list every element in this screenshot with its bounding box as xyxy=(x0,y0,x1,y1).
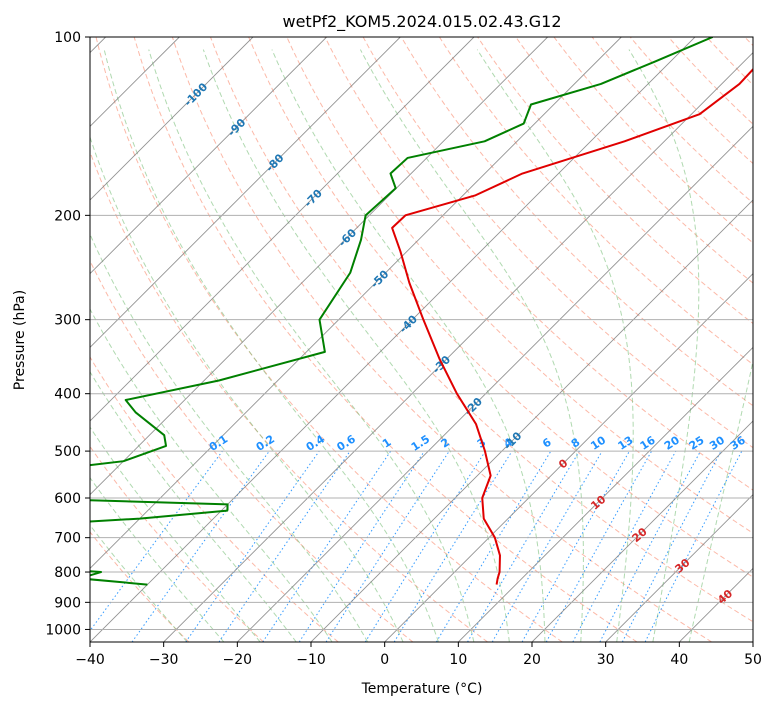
moist-adiabat-line xyxy=(90,233,369,642)
dry-adiabat-line xyxy=(90,259,414,642)
mixing-ratio-line xyxy=(467,450,580,642)
x-tick-label: 10 xyxy=(449,652,467,668)
dewpoint-profile-line xyxy=(90,37,714,586)
isotherm-line xyxy=(237,125,753,642)
moist-adiabat-line xyxy=(103,49,439,642)
x-tick-label: −10 xyxy=(296,652,326,668)
dry-adiabat-line xyxy=(90,531,190,642)
temperature-profile-line xyxy=(391,67,753,585)
moist-adiabat-line xyxy=(202,49,510,642)
x-tick-label: 30 xyxy=(597,652,615,668)
profile-series xyxy=(90,37,753,586)
dry-adiabat-line xyxy=(210,37,753,623)
chart-title: wetPf2_KOM5.2024.015.02.43.G12 xyxy=(282,12,561,32)
dry-adiabat-line xyxy=(90,150,488,642)
isotherm-line xyxy=(605,494,753,642)
x-tick-label: −20 xyxy=(223,652,253,668)
mixing-ratio-line xyxy=(218,450,351,642)
dry-adiabat-line xyxy=(248,37,753,578)
mixing-ratio-line xyxy=(435,450,552,642)
y-axis-ticks: 100 200 300 400 500 600 700 800 900 1000 xyxy=(45,30,90,638)
y-tick-label: 400 xyxy=(54,387,81,403)
pressure-gridlines xyxy=(90,37,753,630)
dry-adiabat-line xyxy=(133,37,638,642)
y-tick-label: 500 xyxy=(54,444,81,460)
isotherm-line xyxy=(90,37,548,496)
moist-adiabat-line xyxy=(271,49,546,642)
mixing-ratio-line xyxy=(393,450,513,642)
moist-adiabat-line xyxy=(688,358,753,642)
isotherm-line xyxy=(458,346,753,642)
isotherm-line xyxy=(90,37,696,642)
isotherm-line xyxy=(310,199,753,642)
y-tick-label: 300 xyxy=(54,313,81,329)
mixing-ratio-line xyxy=(491,450,603,642)
mixing-ratio-line xyxy=(325,450,450,642)
isotherm-line xyxy=(90,37,401,348)
mixing-ratio-line xyxy=(572,450,677,642)
x-tick-label: 40 xyxy=(670,652,688,668)
plot-frame xyxy=(89,36,754,643)
dry-adiabat-line xyxy=(286,37,753,534)
mixing-ratio-line xyxy=(90,450,223,632)
x-tick-label: −30 xyxy=(149,652,179,668)
moist-adiabat-line xyxy=(90,135,404,642)
dry-adiabat-line xyxy=(90,356,339,642)
x-tick-label: 20 xyxy=(523,652,541,668)
y-tick-label: 200 xyxy=(54,208,81,224)
dry-adiabat-line xyxy=(95,37,563,642)
dry-adiabat-line xyxy=(553,37,753,244)
mixing-ratio-line xyxy=(185,450,320,642)
moist-adiabat-line xyxy=(628,49,700,642)
dry-adiabat-line xyxy=(439,37,753,366)
dry-adiabat-line xyxy=(400,37,753,407)
y-tick-label: 700 xyxy=(54,531,81,547)
x-tick-label: −40 xyxy=(75,652,105,668)
y-tick-label: 800 xyxy=(54,565,81,581)
moist-adiabat-line xyxy=(476,49,634,642)
isotherm-line xyxy=(90,37,622,569)
dry-adiabat-line xyxy=(591,37,753,204)
dry-adiabat-line xyxy=(324,37,753,491)
dry-adiabat-line xyxy=(171,37,712,642)
dry-adiabat-line xyxy=(477,37,753,325)
isotherm-line xyxy=(90,37,254,201)
y-tick-label: 900 xyxy=(54,595,81,611)
isotherm-line xyxy=(90,37,475,422)
isotherm-line xyxy=(384,273,753,642)
mixing-ratio-line xyxy=(131,450,270,642)
y-tick-label: 600 xyxy=(54,491,81,507)
y-tick-label: 100 xyxy=(54,30,81,46)
isotherm-line xyxy=(531,420,753,642)
moist-adiabat-line xyxy=(90,308,333,642)
mixing-ratio-line xyxy=(521,450,630,642)
mixing-ratio-line xyxy=(364,450,486,642)
moist-adiabats xyxy=(90,49,753,642)
isotherm-line xyxy=(90,37,327,275)
isotherm-line xyxy=(163,52,753,642)
y-tick-label: 1000 xyxy=(45,622,81,638)
y-axis-label: Pressure (hPa) xyxy=(12,290,28,390)
x-axis-ticks: −40 −30 −20 −10 0 10 20 30 40 50 xyxy=(75,642,762,668)
x-tick-label: 0 xyxy=(380,652,389,668)
x-axis-label: Temperature (°C) xyxy=(361,681,483,697)
x-tick-label: 50 xyxy=(744,652,762,668)
isotherms xyxy=(90,37,753,642)
moist-adiabat-line xyxy=(148,49,475,642)
